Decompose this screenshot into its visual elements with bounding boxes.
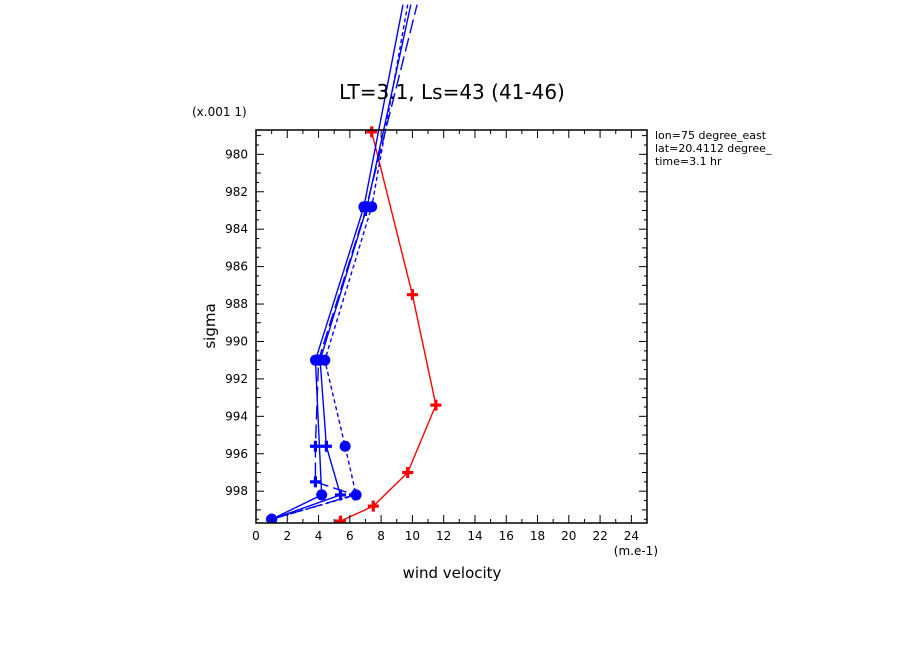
data-point: [406, 289, 418, 301]
y-tick-label: 982: [225, 185, 248, 199]
x-tick-label: 6: [346, 529, 354, 543]
data-point: [339, 440, 351, 452]
data-point: [319, 354, 331, 366]
y-tick-label: 998: [225, 484, 248, 498]
data-point: [359, 204, 371, 216]
chart-title: LT=3.1, Ls=43 (41-46): [339, 80, 565, 104]
x-axis-label: wind velocity: [403, 564, 502, 582]
data-point: [313, 354, 325, 366]
y-tick-label: 986: [225, 260, 248, 274]
data-point: [320, 440, 332, 452]
data-point: [309, 476, 321, 488]
x-tick-label: 4: [315, 529, 323, 543]
y-tick-label: 980: [225, 147, 248, 161]
data-point: [309, 440, 321, 452]
y-tick-label: 992: [225, 372, 248, 386]
x-unit-label: (m.e-1): [614, 544, 658, 558]
ticks-layer: 0 2 4 6 8 10 12 14 16 18 20 22 249809829849869889909…: [225, 130, 648, 543]
series-0: [334, 126, 442, 523]
y-tick-label: 994: [225, 409, 248, 423]
y-tick-label: 988: [225, 297, 248, 311]
data-point: [334, 489, 346, 501]
data-point: [316, 489, 328, 501]
series-4: [266, 4, 418, 523]
y-scale-label: (x.001 1): [192, 105, 247, 119]
data-point: [430, 399, 442, 411]
y-tick-label: 984: [225, 222, 248, 236]
plot-frame: [255, 129, 648, 524]
x-tick-label: 20: [561, 529, 576, 543]
x-tick-label: 12: [436, 529, 451, 543]
x-tick-label: 8: [377, 529, 385, 543]
x-tick-label: 2: [283, 529, 291, 543]
annotation-lat: lat=20.4112 degree_: [655, 142, 772, 155]
annotation-lon: lon=75 degree_east: [655, 129, 767, 142]
data-point: [402, 466, 414, 478]
data-point: [367, 500, 379, 512]
x-tick-label: 16: [499, 529, 514, 543]
x-tick-label: 24: [624, 529, 639, 543]
x-tick-label: 14: [467, 529, 482, 543]
x-tick-label: 0: [252, 529, 260, 543]
y-tick-label: 990: [225, 334, 248, 348]
x-tick-label: 10: [405, 529, 420, 543]
y-tick-label: 996: [225, 447, 248, 461]
data-point: [334, 515, 346, 523]
x-tick-label: 18: [530, 529, 545, 543]
series-line: [340, 131, 437, 522]
data-point: [349, 489, 361, 501]
series-line: [271, 4, 409, 520]
annotation-time: time=3.1 hr: [655, 155, 722, 168]
data-point: [366, 126, 378, 138]
x-tick-label: 22: [592, 529, 607, 543]
y-axis-label: sigma: [201, 303, 219, 348]
